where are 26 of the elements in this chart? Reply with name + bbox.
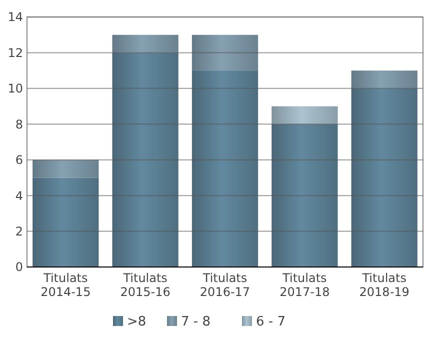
- y-tick-label: 10: [8, 82, 23, 96]
- bar: [351, 88, 418, 267]
- bar: [32, 178, 99, 267]
- x-tick-label: Titulats 2015-16: [120, 271, 170, 299]
- bar: [192, 70, 258, 267]
- legend-label: 6 - 7: [256, 314, 286, 330]
- y-tick-label: 6: [15, 153, 23, 168]
- bar: [112, 34, 178, 53]
- bar: [32, 160, 99, 178]
- y-tick-label: 0: [15, 260, 23, 274]
- bar: [272, 124, 338, 267]
- x-tick-label: Titulats 2018-19: [359, 271, 410, 299]
- y-tick-label: 4: [15, 188, 23, 203]
- x-tick-label: Titulats 2014-15: [40, 271, 91, 299]
- x-tick-label: Titulats 2017-18: [280, 271, 330, 299]
- y-tick-label: 8: [15, 117, 23, 132]
- bar: [272, 106, 338, 124]
- bar: [192, 34, 258, 71]
- y-tick-label: 2: [15, 224, 23, 238]
- legend-label: 7 - 8: [181, 314, 210, 330]
- y-tick-label: 12: [8, 46, 23, 60]
- bar: [112, 52, 178, 267]
- legend-label: >8: [127, 314, 146, 330]
- x-tick-label: Titulats 2016-17: [200, 271, 250, 299]
- y-tick-label: 14: [8, 10, 23, 24]
- bar: [351, 70, 418, 88]
